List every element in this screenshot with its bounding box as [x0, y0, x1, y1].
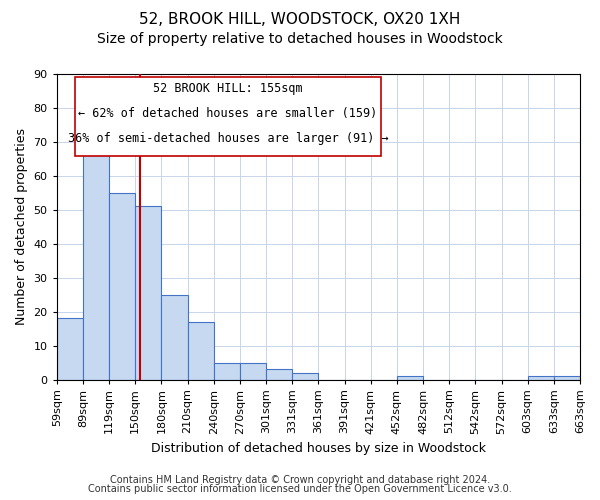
Bar — [527, 376, 554, 380]
Bar — [109, 193, 135, 380]
Text: ← 62% of detached houses are smaller (159): ← 62% of detached houses are smaller (15… — [79, 107, 378, 120]
Bar — [266, 370, 292, 380]
Bar — [188, 322, 214, 380]
Bar — [397, 376, 423, 380]
Text: Contains HM Land Registry data © Crown copyright and database right 2024.: Contains HM Land Registry data © Crown c… — [110, 475, 490, 485]
Bar — [161, 294, 188, 380]
Bar — [292, 372, 319, 380]
Text: 52, BROOK HILL, WOODSTOCK, OX20 1XH: 52, BROOK HILL, WOODSTOCK, OX20 1XH — [139, 12, 461, 28]
X-axis label: Distribution of detached houses by size in Woodstock: Distribution of detached houses by size … — [151, 442, 486, 455]
Text: 36% of semi-detached houses are larger (91) →: 36% of semi-detached houses are larger (… — [68, 132, 388, 145]
Bar — [554, 376, 580, 380]
Y-axis label: Number of detached properties: Number of detached properties — [15, 128, 28, 326]
Text: 52 BROOK HILL: 155sqm: 52 BROOK HILL: 155sqm — [153, 82, 303, 95]
Bar — [240, 362, 266, 380]
Text: Size of property relative to detached houses in Woodstock: Size of property relative to detached ho… — [97, 32, 503, 46]
FancyBboxPatch shape — [75, 77, 381, 156]
Bar — [214, 362, 240, 380]
Text: Contains public sector information licensed under the Open Government Licence v3: Contains public sector information licen… — [88, 484, 512, 494]
Bar — [135, 206, 161, 380]
Bar — [57, 318, 83, 380]
Bar — [83, 128, 109, 380]
